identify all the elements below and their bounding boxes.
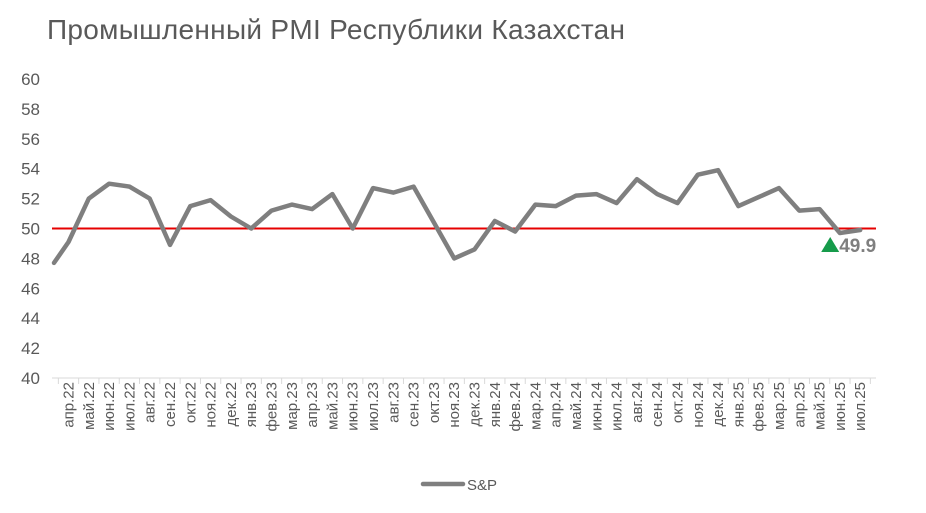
chart-title: Промышленный PMI Республики Казахстан: [47, 14, 626, 45]
x-tick-label: июн.24: [588, 382, 605, 431]
x-tick-label: дек.23: [467, 382, 484, 427]
x-tick-label: апр.22: [61, 382, 78, 428]
x-tick-label: июл.23: [365, 382, 382, 431]
y-tick-label: 52: [21, 190, 40, 209]
x-tick-label: янв.23: [243, 382, 260, 427]
x-tick-label: мар.25: [771, 382, 788, 430]
x-tick-label: май.24: [568, 382, 585, 430]
x-tick-label: мар.24: [527, 382, 544, 430]
y-tick-label: 42: [21, 339, 40, 358]
x-tick-label: дек.24: [710, 382, 727, 427]
y-tick-label: 44: [21, 309, 40, 328]
x-tick-label: окт.24: [670, 382, 687, 423]
x-tick-label: июл.24: [609, 382, 626, 431]
y-tick-label: 56: [21, 130, 40, 149]
x-tick-label: фев.24: [507, 382, 524, 432]
y-tick-label: 48: [21, 249, 40, 268]
x-tick-label: июл.25: [852, 382, 869, 431]
x-tick-label: сен.23: [406, 382, 423, 427]
x-tick-label: янв.24: [487, 382, 504, 427]
x-tick-label: ноя.24: [690, 382, 707, 428]
x-tick-label: мар.23: [284, 382, 301, 430]
x-tick-label: окт.22: [182, 382, 199, 423]
x-tick-label: фев.25: [751, 382, 768, 432]
y-tick-label: 46: [21, 279, 40, 298]
x-tick-label: май.23: [324, 382, 341, 430]
series-line-sp: [51, 167, 863, 266]
x-tick-label: апр.24: [548, 382, 565, 428]
x-tick-label: июн.25: [832, 382, 849, 431]
x-tick-label: янв.25: [730, 382, 747, 427]
x-tick-label: ноя.22: [203, 382, 220, 428]
x-tick-label: ноя.23: [446, 382, 463, 428]
y-tick-label: 60: [21, 70, 40, 89]
x-tick-label: май.22: [81, 382, 98, 430]
x-tick-label: сен.24: [649, 382, 666, 427]
x-tick-label: авг.24: [629, 382, 646, 423]
x-tick-label: апр.23: [304, 382, 321, 428]
x-tick-label: дек.22: [223, 382, 240, 427]
y-tick-label: 58: [21, 100, 40, 119]
x-tick-label: июн.22: [101, 382, 118, 431]
y-tick-label: 50: [21, 220, 40, 239]
x-tick-label: апр.25: [791, 382, 808, 428]
x-tick-label: сен.22: [162, 382, 179, 427]
y-tick-label: 40: [21, 369, 40, 388]
x-tick-label: авг.23: [385, 382, 402, 423]
x-tick-label: фев.23: [264, 382, 281, 432]
last-value-label: 49.9: [839, 236, 876, 257]
y-tick-label: 54: [21, 160, 40, 179]
x-tick-label: июл.22: [121, 382, 138, 431]
x-tick-label: июн.23: [345, 382, 362, 431]
legend-label: S&P: [467, 477, 497, 494]
up-triangle-icon: [821, 236, 840, 252]
x-tick-label: окт.23: [426, 382, 443, 423]
x-tick-label: май.25: [812, 382, 829, 430]
x-tick-label: авг.22: [142, 382, 159, 423]
